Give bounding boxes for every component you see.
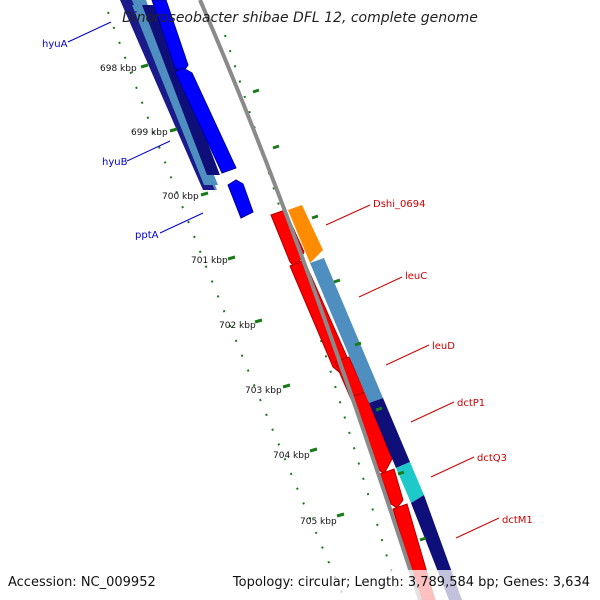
leader-pptA [159, 212, 204, 234]
label-hyuA: hyuA [42, 39, 68, 50]
leader-leuD [385, 344, 430, 366]
tick-700 [200, 191, 209, 197]
leader-hyuB [126, 140, 171, 162]
outer-tick-7 [397, 470, 405, 476]
steel-gene-leuC-leuD [310, 258, 383, 403]
tick-699 [169, 127, 178, 133]
tick-label-698: 698 kbp [100, 64, 137, 74]
navy-gene-dctP1 [369, 398, 410, 468]
label-dctQ3: dctQ3 [477, 453, 507, 464]
tick-705 [336, 512, 345, 518]
leader-dctP1 [410, 401, 455, 423]
tick-702 [254, 318, 263, 324]
genome-backbone [198, 0, 422, 600]
tick-label-705: 705 kbp [300, 517, 337, 527]
red-gene-5 [379, 468, 404, 509]
tick-701 [227, 255, 236, 261]
tick-698 [140, 63, 149, 69]
left-gene-labels: hyuA hyuB pptA [42, 21, 204, 241]
tick-704 [309, 447, 318, 453]
outer-tick-5 [354, 341, 362, 347]
outer-ticks [252, 88, 427, 542]
kbp-tick-labels: 698 kbp 699 kbp 700 kbp 701 kbp 702 kbp … [100, 64, 337, 527]
right-gene-labels: Dshi_0694 leuC leuD dctP1 dctQ3 dctM1 [325, 199, 533, 539]
leader-dctQ3 [430, 456, 475, 478]
tick-label-699: 699 kbp [131, 128, 168, 138]
navy-gene-hyuA [142, 5, 220, 175]
orange-gene-Dshi_0694 [288, 205, 323, 263]
accession-text: Accession: NC_009952 [8, 575, 156, 590]
outer-tick-4 [333, 278, 341, 284]
label-pptA: pptA [135, 230, 159, 241]
label-hyuB: hyuB [102, 157, 128, 168]
label-Dshi_0694: Dshi_0694 [373, 199, 425, 210]
outer-tick-1 [252, 88, 260, 94]
blue-gene-1 [151, 0, 189, 73]
leader-dctM1 [455, 517, 500, 539]
leader-leuC [358, 276, 403, 298]
tick-703 [282, 383, 291, 389]
blue-gene-3 [227, 179, 254, 219]
tick-label-702: 702 kbp [219, 321, 256, 331]
genome-summary: Topology: circular; Length: 3,789,584 bp… [232, 575, 590, 590]
label-leuD: leuD [432, 341, 455, 352]
tick-label-700: 700 kbp [162, 192, 199, 202]
forward-gene-track-left [151, 0, 254, 219]
label-dctM1: dctM1 [502, 515, 533, 526]
outer-tick-3 [311, 214, 319, 220]
bottom-fade [0, 570, 600, 600]
map-title: Dinoroseobacter shibae DFL 12, complete … [122, 10, 478, 26]
blue-gene-2 [174, 67, 237, 174]
outer-tick-2 [272, 144, 280, 150]
outer-tick-6 [375, 406, 383, 412]
forward-gene-track-right [288, 205, 462, 600]
leader-Dshi_0694 [325, 204, 371, 226]
red-gene-1 [270, 209, 305, 269]
tick-label-703: 703 kbp [245, 386, 282, 396]
outer-tick-8 [419, 536, 427, 542]
tick-label-704: 704 kbp [273, 451, 310, 461]
label-leuC: leuC [405, 271, 427, 282]
leader-hyuA [67, 21, 112, 43]
label-dctP1: dctP1 [457, 398, 485, 409]
tick-label-701: 701 kbp [191, 256, 228, 266]
kbp-ticks [140, 63, 345, 518]
